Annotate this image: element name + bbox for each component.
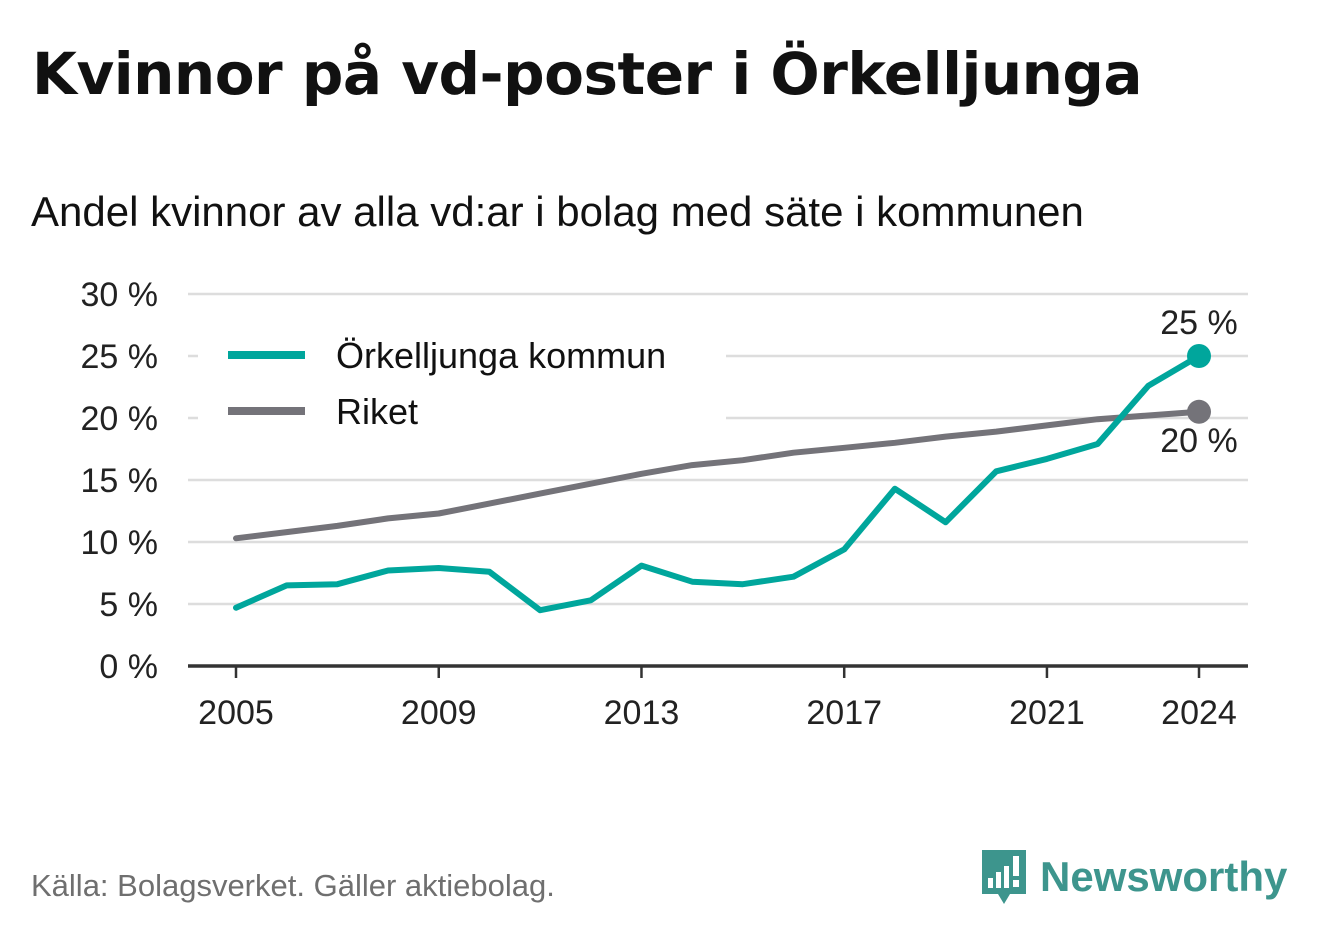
source-note: Källa: Bolagsverket. Gäller aktiebolag. — [31, 868, 555, 903]
chart-title: Kvinnor på vd-poster i Örkelljunga — [32, 40, 1143, 108]
legend: Örkelljunga kommun Riket — [198, 328, 726, 440]
y-tick-label: 10 % — [81, 524, 159, 562]
end-marker-orkelljunga — [1187, 344, 1211, 368]
x-tick-label: 2009 — [401, 694, 477, 732]
chart-subtitle: Andel kvinnor av alla vd:ar i bolag med … — [31, 188, 1084, 235]
y-tick-label: 15 % — [81, 462, 159, 500]
series-lines — [233, 344, 1211, 614]
end-marker-riket — [1187, 399, 1211, 424]
x-tick-label: 2005 — [198, 694, 274, 732]
series-line-riket — [233, 408, 1202, 542]
x-axis-ticks: 2005 2009 2013 2017 2021 2024 — [198, 666, 1237, 732]
end-label-orkelljunga: 25 % — [1160, 304, 1238, 342]
legend-label-orkelljunga: Örkelljunga kommun — [336, 335, 666, 376]
newsworthy-logo-icon — [982, 850, 1026, 904]
end-labels: 25 % 20 % — [1160, 304, 1238, 460]
x-tick-label: 2017 — [806, 694, 882, 732]
y-tick-label: 0 % — [99, 648, 158, 686]
x-tick-label: 2013 — [604, 694, 680, 732]
end-label-riket: 20 % — [1160, 422, 1238, 460]
brand-logo: Newsworthy — [980, 846, 1287, 908]
x-tick-label: 2021 — [1009, 694, 1085, 732]
legend-label-riket: Riket — [336, 391, 418, 432]
y-tick-label: 25 % — [81, 338, 159, 376]
x-tick-label: 2024 — [1161, 694, 1237, 732]
y-tick-label: 5 % — [99, 586, 158, 624]
series-line-orkelljunga — [233, 353, 1202, 614]
y-tick-label: 20 % — [81, 400, 159, 438]
y-axis-ticks: 0 % 5 % 10 % 15 % 20 % 25 % 30 % — [81, 276, 159, 686]
y-tick-label: 30 % — [81, 276, 159, 314]
legend-background — [198, 328, 726, 440]
brand-name: Newsworthy — [1040, 853, 1288, 900]
